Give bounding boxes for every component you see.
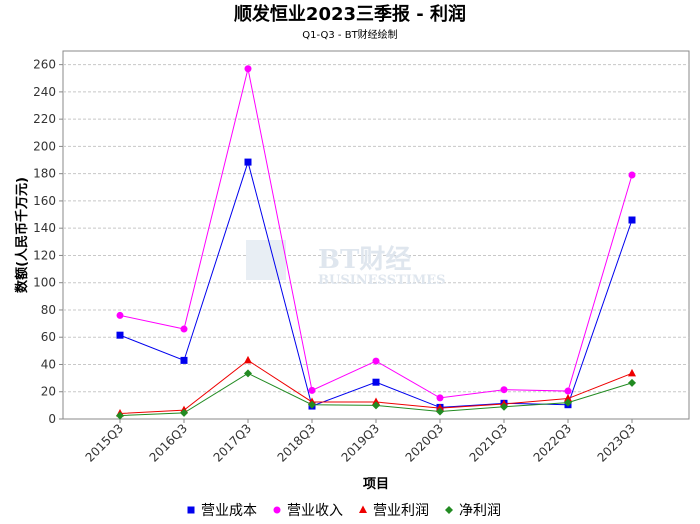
data-point xyxy=(180,325,188,333)
x-tick-label: 2016Q3 xyxy=(147,421,191,465)
watermark: BT财经 BUSINESSTIMES xyxy=(246,240,446,288)
y-axis-ticks: 0 20 40 60 80 100 120 140 160 180 200 220 240 260 xyxy=(33,58,63,426)
y-tick-label: 180 xyxy=(33,167,56,181)
chart-subtitle: Q1-Q3 - BT财经绘制 xyxy=(302,28,397,41)
data-point xyxy=(244,369,252,378)
legend-label: 营业收入 xyxy=(287,503,343,519)
data-point xyxy=(372,401,380,410)
data-point xyxy=(564,394,572,402)
data-point xyxy=(372,378,380,386)
legend-marker xyxy=(445,506,453,514)
data-point xyxy=(244,355,252,364)
data-point xyxy=(180,356,188,364)
y-tick-label: 120 xyxy=(33,248,56,262)
data-point xyxy=(308,386,316,394)
data-point xyxy=(436,407,444,416)
data-point xyxy=(628,171,636,179)
legend-label: 净利润 xyxy=(459,503,501,519)
x-tick-label: 2019Q3 xyxy=(339,421,383,465)
legend-item: 净利润 xyxy=(445,503,501,519)
y-tick-label: 200 xyxy=(33,139,56,153)
y-tick-label: 0 xyxy=(48,412,56,426)
x-tick-label: 2015Q3 xyxy=(83,421,127,465)
series-layer xyxy=(116,65,636,420)
y-tick-label: 40 xyxy=(41,357,56,371)
watermark-logo-mark xyxy=(246,240,286,280)
legend-item: 营业利润 xyxy=(359,503,429,519)
y-tick-label: 220 xyxy=(33,112,56,126)
data-point xyxy=(116,411,124,420)
legend-label: 营业成本 xyxy=(201,503,257,519)
data-point xyxy=(436,394,444,402)
y-axis-label: 数额(人民币千万元) xyxy=(14,177,30,293)
data-point xyxy=(500,386,508,394)
legend-marker xyxy=(273,506,281,514)
data-point xyxy=(436,403,444,412)
chart-title: 顺发恒业2023三季报 - 利润 xyxy=(234,3,466,25)
watermark-sub: BUSINESSTIMES xyxy=(318,273,446,288)
y-tick-label: 100 xyxy=(33,276,56,290)
x-tick-label: 2023Q3 xyxy=(595,421,639,465)
data-point xyxy=(628,368,636,377)
data-point xyxy=(308,400,316,409)
legend-item: 营业成本 xyxy=(187,503,257,519)
x-tick-label: 2018Q3 xyxy=(275,421,319,465)
data-point xyxy=(372,397,380,405)
data-point xyxy=(244,65,252,73)
y-tick-label: 240 xyxy=(33,85,56,99)
data-point xyxy=(564,387,572,395)
legend-marker xyxy=(359,505,367,513)
data-point xyxy=(244,158,252,166)
x-tick-label: 2022Q3 xyxy=(531,421,575,465)
y-tick-label: 140 xyxy=(33,221,56,235)
y-tick-label: 80 xyxy=(41,303,56,317)
x-axis-label: 项目 xyxy=(363,477,389,492)
data-point xyxy=(564,398,572,407)
legend-marker xyxy=(187,506,195,514)
series-4 xyxy=(116,369,636,420)
data-point xyxy=(372,357,380,365)
legend-label: 营业利润 xyxy=(373,503,429,519)
legend: 营业成本 营业收入 营业利润 净利润 xyxy=(187,503,501,519)
data-point xyxy=(116,311,124,319)
y-tick-label: 160 xyxy=(33,194,56,208)
x-axis-ticks: 2015Q3 2016Q3 2017Q3 2018Q3 2019Q3 2020Q3 2021… xyxy=(83,419,639,465)
x-tick-label: 2020Q3 xyxy=(403,421,447,465)
x-tick-label: 2017Q3 xyxy=(211,421,255,465)
y-tick-label: 20 xyxy=(41,385,56,399)
data-point xyxy=(180,408,188,417)
watermark-main: BT财经 xyxy=(318,244,411,275)
x-tick-label: 2021Q3 xyxy=(467,421,511,465)
y-tick-label: 60 xyxy=(41,330,56,344)
data-point xyxy=(116,331,124,339)
data-point xyxy=(628,216,636,224)
legend-item: 营业收入 xyxy=(273,503,343,519)
y-tick-label: 260 xyxy=(33,58,56,72)
series-2 xyxy=(116,65,636,402)
data-point xyxy=(500,402,508,411)
data-point xyxy=(628,378,636,387)
